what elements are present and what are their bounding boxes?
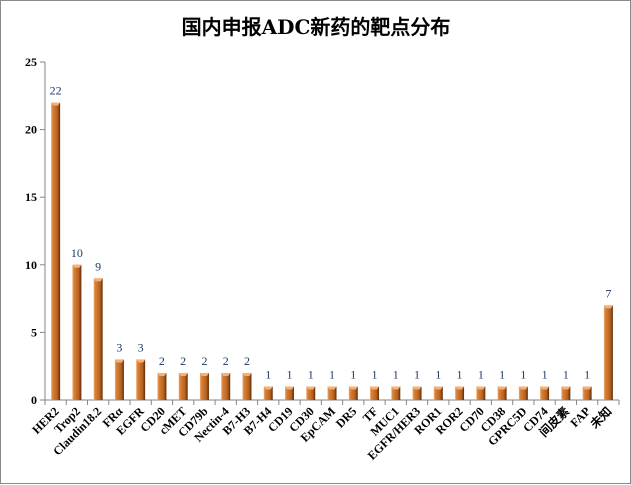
bar xyxy=(199,372,209,400)
data-label: 2 xyxy=(223,354,229,368)
data-label: 2 xyxy=(244,354,250,368)
bar-top xyxy=(327,386,337,390)
bar-top xyxy=(178,372,188,376)
data-label: 22 xyxy=(50,84,62,98)
data-label: 3 xyxy=(116,340,122,354)
bar-top xyxy=(476,386,486,390)
bar-top xyxy=(136,359,146,363)
data-label: 1 xyxy=(542,367,548,381)
bar-top xyxy=(540,386,550,390)
bar xyxy=(540,386,550,400)
data-label: 1 xyxy=(308,367,314,381)
bar-top xyxy=(157,372,167,376)
bar xyxy=(433,386,443,400)
y-tick-label: 0 xyxy=(31,393,37,407)
data-label: 1 xyxy=(350,367,356,381)
bar-top xyxy=(455,386,465,390)
bar-top xyxy=(348,386,358,390)
bar-top xyxy=(93,278,103,282)
y-tick-label: 25 xyxy=(25,55,37,69)
category-label: DR5 xyxy=(333,404,359,430)
data-label: 7 xyxy=(605,286,611,300)
data-label: 10 xyxy=(71,246,83,260)
bar-top xyxy=(497,386,507,390)
bar xyxy=(306,386,316,400)
bar xyxy=(412,386,422,400)
y-tick-label: 10 xyxy=(25,258,37,272)
data-label: 1 xyxy=(457,367,463,381)
bar-top xyxy=(412,386,422,390)
bar xyxy=(370,386,380,400)
bar xyxy=(157,372,167,400)
data-label: 1 xyxy=(286,367,292,381)
data-label: 1 xyxy=(435,367,441,381)
y-tick-label: 20 xyxy=(25,123,37,137)
bar-top xyxy=(561,386,571,390)
bar-top xyxy=(433,386,443,390)
data-label: 1 xyxy=(499,367,505,381)
bar xyxy=(178,372,188,400)
bar xyxy=(93,278,103,400)
data-label: 1 xyxy=(520,367,526,381)
bar xyxy=(221,372,231,400)
bar xyxy=(603,305,613,400)
bar-top xyxy=(284,386,294,390)
bar xyxy=(136,359,146,400)
bar-top xyxy=(72,264,82,268)
y-tick-label: 15 xyxy=(25,190,37,204)
bar-top xyxy=(51,102,61,106)
category-label: 未知 xyxy=(586,404,614,432)
bar-top xyxy=(603,305,613,309)
data-label: 1 xyxy=(584,367,590,381)
data-label: 3 xyxy=(138,340,144,354)
bar xyxy=(476,386,486,400)
data-label: 2 xyxy=(159,354,165,368)
data-label: 1 xyxy=(329,367,335,381)
data-label: 2 xyxy=(201,354,207,368)
data-label: 1 xyxy=(265,367,271,381)
category-label: FAP xyxy=(567,404,593,430)
bar xyxy=(561,386,571,400)
bar-top xyxy=(221,372,231,376)
bar xyxy=(51,102,61,400)
bar xyxy=(242,372,252,400)
bar-top xyxy=(199,372,209,376)
bar xyxy=(327,386,337,400)
bar-top xyxy=(263,386,273,390)
y-tick-label: 5 xyxy=(31,325,37,339)
bar xyxy=(114,359,124,400)
bar-top xyxy=(306,386,316,390)
bar-top xyxy=(370,386,380,390)
bar-top xyxy=(518,386,528,390)
bar xyxy=(582,386,592,400)
bar xyxy=(72,264,82,400)
bar-top xyxy=(391,386,401,390)
bar xyxy=(391,386,401,400)
bar-top xyxy=(582,386,592,390)
bar xyxy=(497,386,507,400)
bar-top xyxy=(114,359,124,363)
bar xyxy=(518,386,528,400)
bar xyxy=(348,386,358,400)
data-label: 1 xyxy=(372,367,378,381)
bar xyxy=(284,386,294,400)
bar-top xyxy=(242,372,252,376)
data-label: 1 xyxy=(393,367,399,381)
data-label: 9 xyxy=(95,259,101,273)
data-label: 1 xyxy=(563,367,569,381)
data-label: 1 xyxy=(414,367,420,381)
data-label: 1 xyxy=(478,367,484,381)
bar xyxy=(263,386,273,400)
data-label: 2 xyxy=(180,354,186,368)
bar xyxy=(455,386,465,400)
chart-title: 国内申报ADC新药的靶点分布 xyxy=(182,15,451,39)
